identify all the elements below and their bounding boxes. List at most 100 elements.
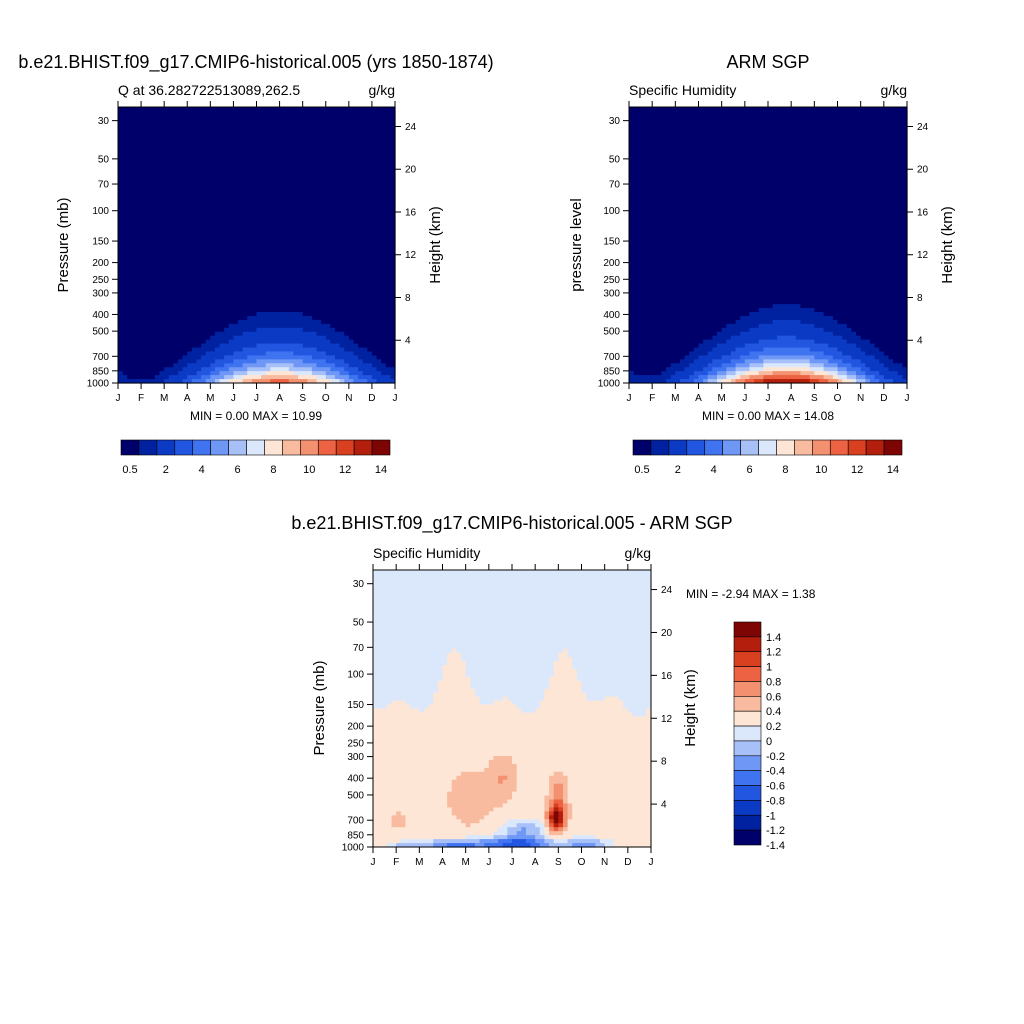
field-cell: [707, 371, 718, 376]
field-cell: [498, 839, 513, 844]
field-cell: [118, 264, 396, 270]
x-tick-label: S: [299, 393, 306, 404]
field-cell: [302, 312, 396, 317]
field-cell: [178, 371, 198, 376]
field-cell: [516, 771, 555, 777]
field-cell: [837, 367, 848, 372]
field-cell: [507, 827, 522, 832]
field-cell: [693, 371, 709, 376]
field-cell: [381, 371, 396, 376]
field-cell: [823, 312, 908, 317]
field-cell: [373, 767, 485, 773]
x-tick-label: M: [671, 393, 679, 404]
field-cell: [373, 653, 448, 658]
field-cell: [330, 339, 355, 345]
field-cell: [493, 807, 546, 812]
field-cell: [461, 771, 518, 777]
pressure-tick-label: 850: [92, 366, 109, 377]
field-cell: [562, 823, 569, 828]
field-cell: [809, 375, 825, 380]
field-cell: [214, 367, 230, 372]
field-cell: [629, 205, 908, 211]
field-cell: [846, 339, 871, 345]
height-tick-label: 12: [661, 714, 673, 725]
field-cell: [763, 363, 811, 368]
field-cell: [265, 351, 295, 356]
field-cell: [572, 815, 652, 820]
field-cell: [461, 657, 559, 662]
field-cell: [302, 327, 336, 333]
field-cell: [567, 775, 652, 781]
field-cell: [498, 827, 508, 832]
diff-panel-units: g/kg: [625, 545, 651, 561]
field-cell: [735, 375, 741, 380]
field-cell: [423, 708, 522, 714]
field-cell: [576, 672, 652, 678]
field-cell: [629, 170, 908, 175]
colorbar-label: 0.6: [766, 691, 781, 703]
field-cell: [567, 787, 652, 793]
height-tick-label: 16: [405, 207, 417, 218]
colorbar-box: [847, 439, 867, 456]
field-cell: [419, 708, 425, 714]
field-cell: [721, 363, 737, 368]
field-cell: [629, 134, 908, 140]
field-cell: [118, 252, 396, 258]
height-tick-label: 4: [917, 336, 923, 347]
field-cell: [118, 154, 396, 159]
field-cell: [479, 839, 499, 844]
colorbar-label: -1.2: [766, 825, 785, 837]
field-cell: [629, 304, 774, 309]
field-cell: [629, 201, 908, 207]
field-cell: [447, 657, 462, 662]
field-cell: [883, 375, 903, 380]
field-cell: [893, 359, 908, 364]
colorbar-box: [733, 740, 762, 757]
field-cell: [629, 217, 908, 222]
field-cell: [544, 692, 587, 698]
field-cell: [629, 193, 908, 199]
field-cell: [373, 771, 462, 777]
height-tick-label: 4: [661, 800, 667, 811]
field-cell: [316, 375, 327, 380]
field-cell: [712, 335, 732, 341]
field-cell: [726, 339, 760, 345]
field-cell: [187, 375, 202, 380]
colorbar-box: [246, 439, 265, 456]
field-cell: [502, 779, 518, 785]
field-cell: [851, 363, 866, 368]
field-cell: [629, 371, 635, 376]
model-pressure-axis-label: Pressure (mb): [55, 197, 72, 292]
field-cell: [205, 379, 216, 384]
field-cell: [837, 375, 848, 380]
field-cell: [703, 379, 709, 384]
field-cell: [856, 331, 908, 337]
field-cell: [735, 371, 746, 376]
field-cell: [118, 363, 174, 368]
colorbar-box: [733, 755, 762, 771]
field-cell: [883, 363, 903, 368]
colorbar-box: [794, 439, 813, 456]
field-cell: [572, 664, 652, 670]
field-cell: [373, 688, 439, 694]
field-cell: [576, 676, 652, 682]
colorbar-label: 2: [163, 464, 169, 476]
height-tick-label: 24: [661, 585, 673, 596]
field-cell: [385, 363, 396, 368]
field-cell: [516, 767, 652, 773]
field-cell: [334, 363, 350, 368]
colorbar-box: [282, 439, 301, 456]
field-cell: [629, 229, 908, 234]
field-cell: [373, 625, 652, 630]
field-cell: [371, 363, 387, 368]
field-cell: [562, 649, 569, 654]
field-cell: [507, 799, 546, 805]
field-cell: [168, 375, 188, 380]
colorbar-box: [733, 621, 762, 638]
field-cell: [567, 819, 652, 824]
pressure-tick-label: 100: [603, 206, 620, 217]
obs-minmax: MIN = 0.00 MAX = 14.08: [702, 409, 834, 423]
obs-panel-subtitle: Specific Humidity: [629, 82, 736, 98]
field-cell: [553, 799, 564, 805]
field-cell: [865, 351, 885, 356]
